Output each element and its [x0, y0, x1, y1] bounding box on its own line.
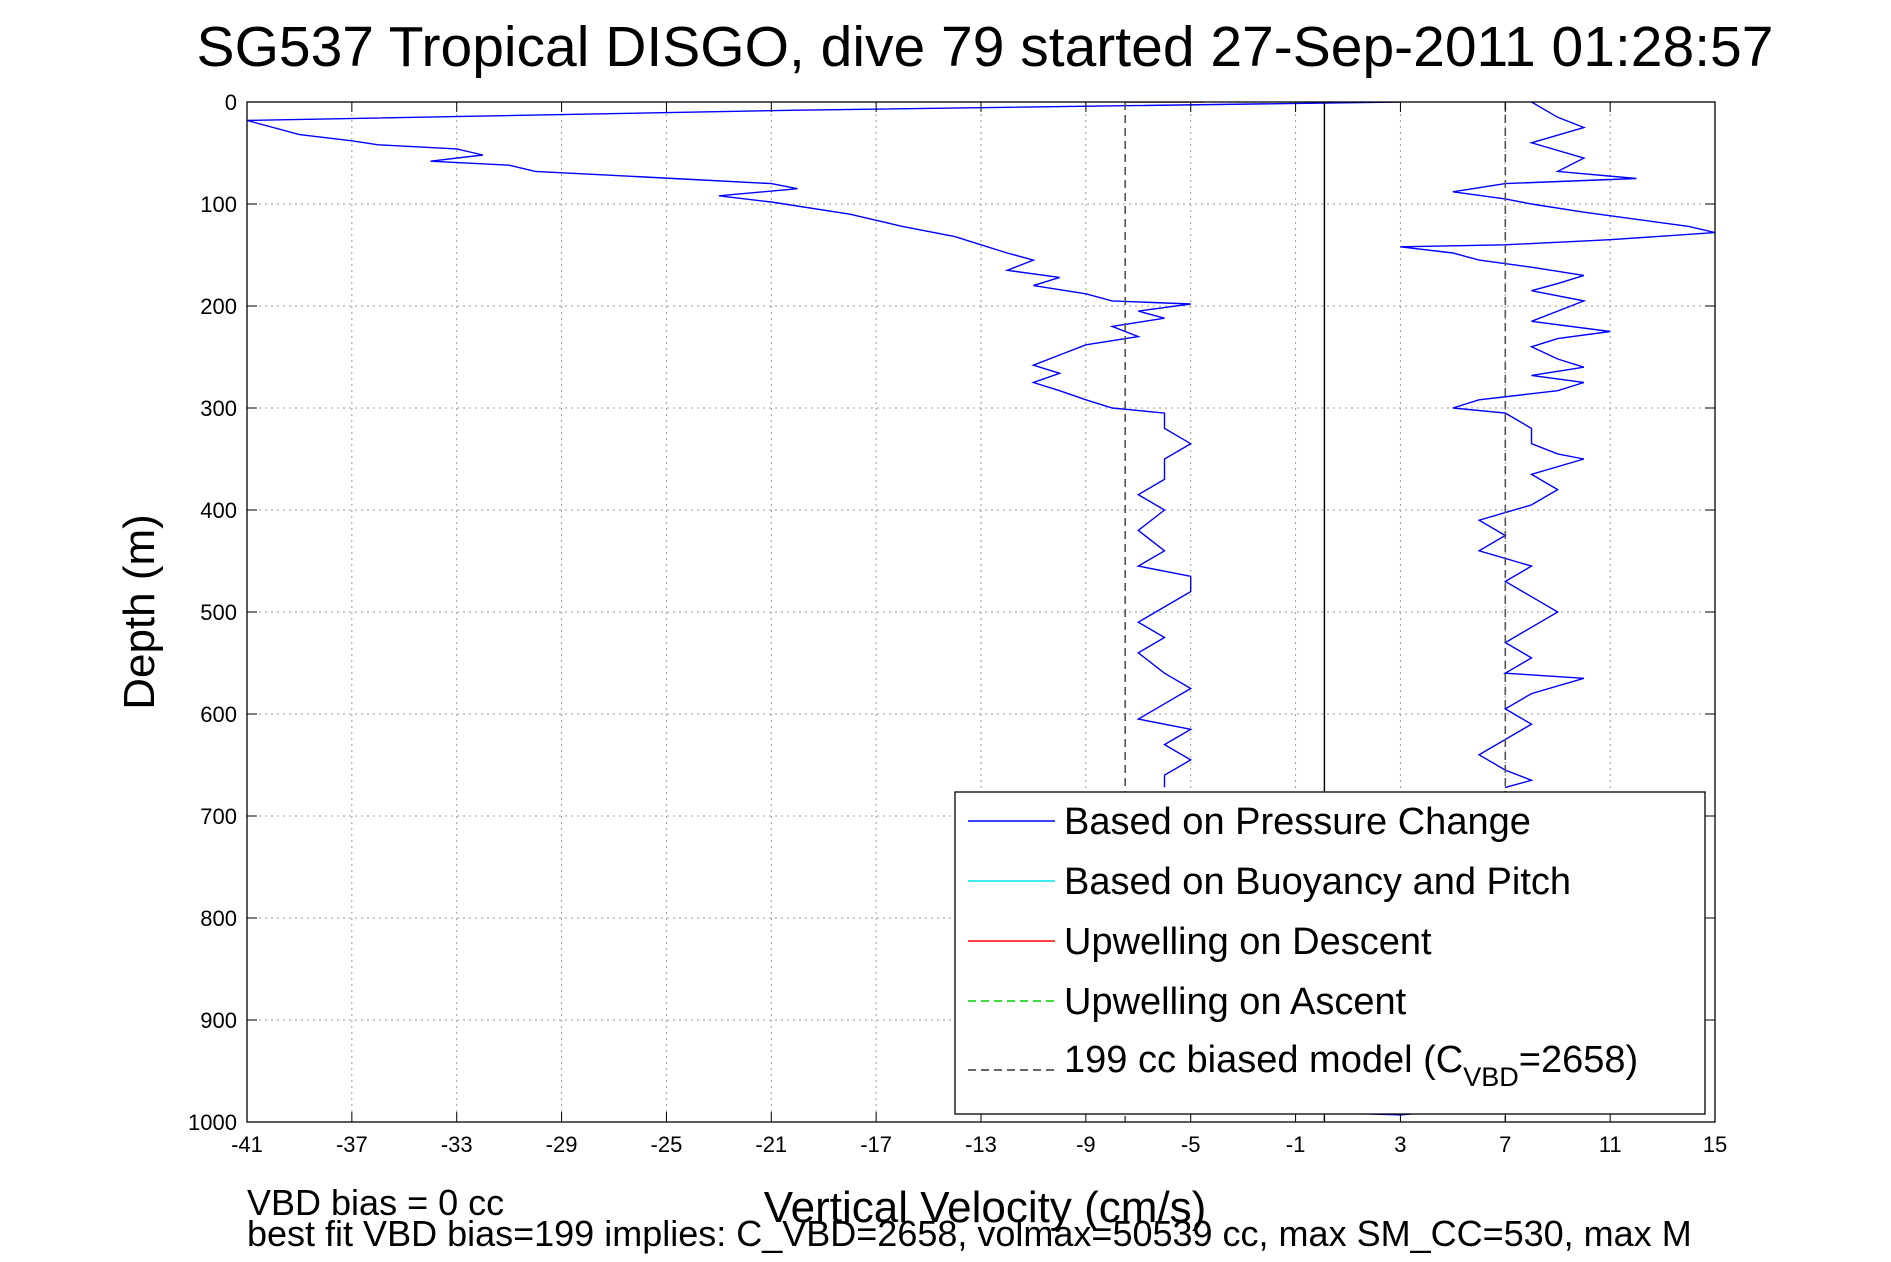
y-tick-label-5: 500 — [200, 600, 237, 625]
y-tick-label-4: 400 — [200, 498, 237, 523]
legend-model-suffix: =2658) — [1519, 1039, 1638, 1081]
x-tick-label-3: -29 — [546, 1132, 578, 1157]
x-tick-label-12: 7 — [1499, 1132, 1511, 1157]
x-tick-label-5: -21 — [755, 1132, 787, 1157]
axis-ticks: -41 -37 -33 -29 -25 -21 -17 -13 -9 -5 -1 3 7 11 150100… — [188, 90, 1727, 1157]
x-tick-label-0: -41 — [231, 1132, 263, 1157]
chart-title: SG537 Tropical DISGO, dive 79 started 27… — [197, 15, 1774, 79]
y-tick-label-7: 700 — [200, 804, 237, 829]
x-tick-label-14: 15 — [1703, 1132, 1727, 1157]
legend-label-up-ascent: Upwelling on Ascent — [1064, 981, 1407, 1023]
y-tick-label-10: 1000 — [188, 1110, 237, 1135]
x-tick-label-11: 3 — [1394, 1132, 1406, 1157]
note-best-fit: best fit VBD bias=199 implies: C_VBD=265… — [247, 1213, 1692, 1254]
legend-label-model: 199 cc biased model (CVBD=2658) — [1064, 1039, 1638, 1092]
x-tick-label-13: 11 — [1599, 1132, 1622, 1157]
legend-label-buoyancy: Based on Buoyancy and Pitch — [1064, 861, 1571, 903]
note-vbd-bias: VBD bias = 0 cc — [247, 1182, 504, 1223]
y-tick-label-8: 800 — [200, 906, 237, 931]
y-tick-label-1: 100 — [200, 192, 237, 217]
x-tick-label-8: -9 — [1076, 1132, 1096, 1157]
series-based-on-pressure-change-descent — [247, 102, 1401, 788]
y-tick-label-2: 200 — [200, 294, 237, 319]
y-axis-label: Depth (m) — [115, 514, 164, 710]
x-tick-label-9: -5 — [1181, 1132, 1201, 1157]
y-tick-label-6: 600 — [200, 702, 237, 727]
x-tick-label-2: -33 — [441, 1132, 473, 1157]
x-tick-label-10: -1 — [1286, 1132, 1306, 1157]
legend-model-prefix: 199 cc biased model (C — [1064, 1039, 1463, 1081]
legend-model-sub: VBD — [1463, 1062, 1519, 1092]
legend: Based on Pressure Change Based on Buoyan… — [954, 791, 1706, 1115]
y-tick-label-3: 300 — [200, 396, 237, 421]
legend-label-pressure: Based on Pressure Change — [1064, 801, 1531, 843]
x-tick-label-7: -13 — [965, 1132, 997, 1157]
y-tick-label-0: 0 — [225, 90, 237, 115]
x-tick-label-1: -37 — [336, 1132, 368, 1157]
x-tick-label-4: -25 — [651, 1132, 683, 1157]
y-tick-label-9: 900 — [200, 1008, 237, 1033]
legend-label-up-descent: Upwelling on Descent — [1064, 921, 1432, 963]
legend-box — [954, 791, 1706, 1115]
series-based-on-pressure-change-ascent — [1400, 102, 1715, 789]
x-axis-label: Vertical Velocity (cm/s) — [764, 1183, 1207, 1232]
x-tick-label-6: -17 — [860, 1132, 892, 1157]
